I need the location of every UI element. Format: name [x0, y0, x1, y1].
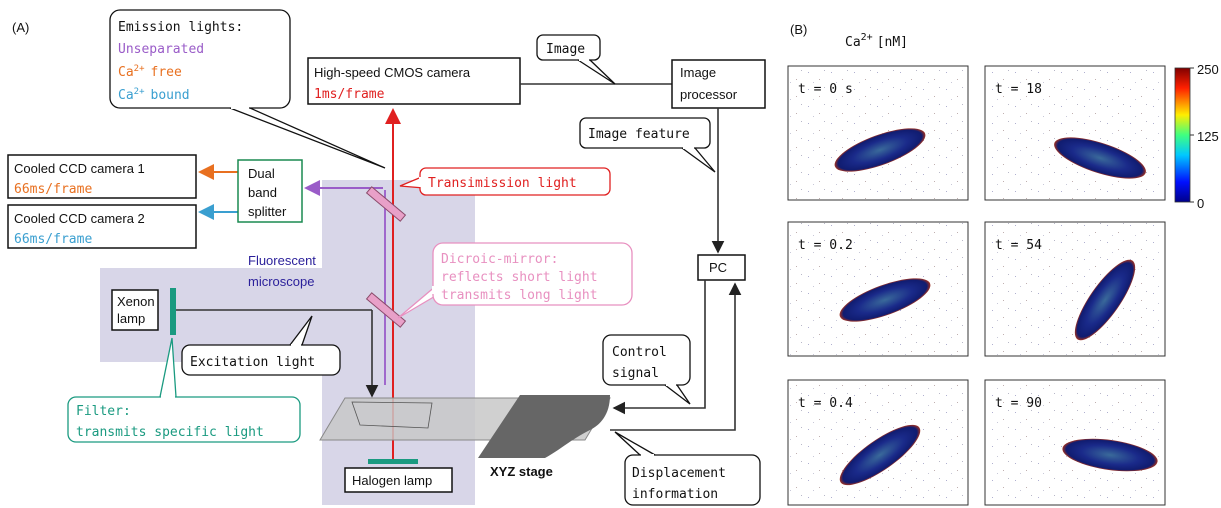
processor-label: processor [680, 87, 738, 102]
text: Ca [845, 35, 861, 50]
control-label: signal [612, 366, 659, 381]
colorbar-ticks: 250 125 0 [1190, 62, 1219, 211]
ccd-rate: 66ms/frame [14, 232, 92, 247]
text: 2+ [861, 32, 873, 43]
emission-title: Emission lights: [118, 20, 243, 35]
splitter-label: splitter [248, 204, 287, 219]
frame-label: t = 18 [995, 82, 1042, 97]
frame-label: t = 0.2 [798, 238, 853, 253]
filter-label: Filter: [76, 404, 131, 419]
halogen-label: Halogen lamp [352, 473, 432, 488]
splitter-label: band [248, 185, 277, 200]
figure: (A) Fluorescent microscope XYZ stage Hal… [0, 0, 1221, 508]
emission-free: Ca2+ free [118, 64, 182, 80]
excitation-label: Excitation light [190, 355, 315, 370]
emission-bound: Ca2+ bound [118, 87, 190, 103]
colorbar-tick-label: 250 [1197, 62, 1219, 77]
dichroic-label: Dicroic-mirror: [441, 252, 558, 267]
pc-label: PC [709, 260, 727, 275]
image-callout-label: Image [546, 42, 585, 57]
frames: t = 0 s t = 18 t = 0.2 t = 54 t = 0.4 t = 90 [788, 66, 1165, 505]
text: Ca [118, 65, 134, 80]
callout-tail [230, 108, 385, 168]
filter-label: transmits specific light [76, 425, 264, 440]
colorbar [1175, 68, 1190, 202]
panel-b-title: Ca2+ [nM] [845, 32, 908, 50]
text: free [151, 65, 182, 80]
frame-label: t = 90 [995, 396, 1042, 411]
dichroic-label: reflects short light [441, 270, 598, 285]
emission-unseparated: Unseparated [118, 42, 204, 57]
colorbar-tick-label: 125 [1197, 129, 1219, 144]
panel-label: (B) [790, 22, 807, 37]
ccd-rate: 66ms/frame [14, 182, 92, 197]
panel-label: (A) [12, 20, 29, 35]
halogen-filter [368, 459, 418, 464]
text: bound [151, 88, 190, 103]
transmission-label: Transimission light [428, 176, 577, 191]
frame-label: t = 0.4 [798, 396, 853, 411]
stage-label: XYZ stage [490, 464, 553, 479]
xenon-label: Xenon [117, 294, 155, 309]
text: Ca [118, 88, 134, 103]
colorbar-tick-label: 0 [1197, 196, 1204, 211]
text: 2+ [134, 87, 145, 97]
frame-label: t = 0 s [798, 82, 853, 97]
microscope-label: Fluorescent [248, 253, 316, 268]
displacement-label: information [632, 487, 718, 502]
cmos-label: High-speed CMOS camera [314, 65, 471, 80]
splitter-label: Dual [248, 166, 275, 181]
excitation-filter [170, 288, 176, 335]
displacement-label: Displacement [632, 466, 726, 481]
ccd-label: Cooled CCD camera 2 [14, 211, 145, 226]
text: 2+ [134, 64, 145, 74]
processor-label: Image [680, 65, 716, 80]
text: [nM] [877, 35, 908, 50]
control-label: Control [612, 345, 667, 360]
ccd-label: Cooled CCD camera 1 [14, 161, 145, 176]
feature-label: Image feature [588, 127, 690, 142]
xenon-label: lamp [117, 311, 145, 326]
dichroic-label: transmits long light [441, 288, 598, 303]
frame-label: t = 54 [995, 238, 1042, 253]
microscope-label: microscope [248, 274, 314, 289]
cmos-rate: 1ms/frame [314, 87, 385, 102]
